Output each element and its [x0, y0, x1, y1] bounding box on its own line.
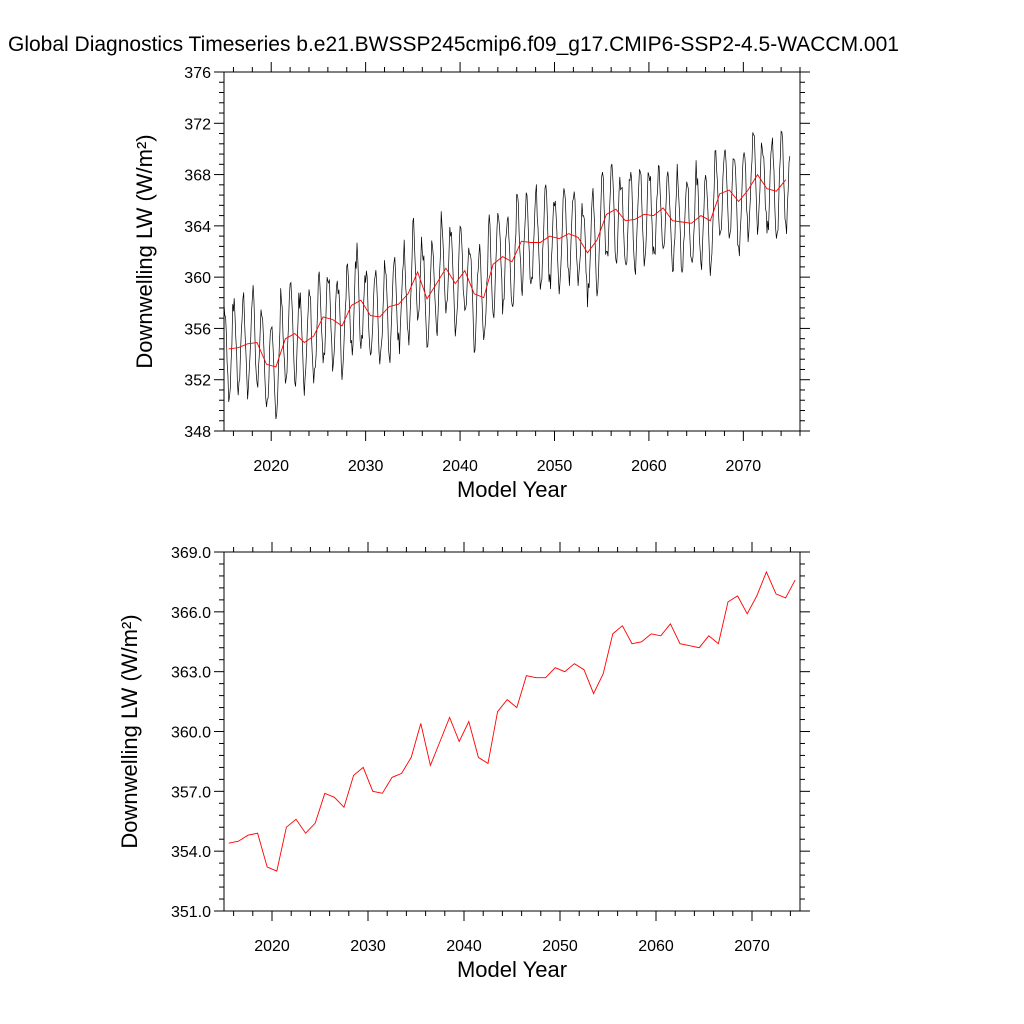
y-tick-label: 354.0 — [171, 844, 211, 861]
x-tick-label: 2040 — [446, 938, 482, 955]
y-tick-label: 360.0 — [171, 725, 211, 742]
x-tick-label: 2020 — [253, 458, 289, 475]
x-tick-label: 2030 — [350, 938, 386, 955]
y-tick-label: 368 — [184, 168, 211, 185]
page-title: Global Diagnostics Timeseries b.e21.BWSS… — [8, 33, 899, 56]
y-tick-label: 376 — [184, 65, 211, 82]
bottom-panel: 2020 2030 2040 2050 2060 2070 351.0 354.0 357.0 3… — [117, 542, 810, 982]
y-axis-title: Downwelling LW (W/m²) — [132, 134, 157, 368]
plot-frame — [223, 71, 801, 432]
y-tick-label: 363.0 — [171, 665, 211, 682]
x-tick-label: 2060 — [631, 458, 667, 475]
y-tick-label: 348 — [184, 424, 211, 441]
annual-mean-series-line — [228, 570, 796, 872]
x-tick-label: 2020 — [254, 938, 290, 955]
y-tick-label: 369.0 — [171, 545, 211, 562]
x-tick-label: 2070 — [726, 458, 762, 475]
y-axis-title: Downwelling LW (W/m²) — [117, 614, 142, 848]
x-tick-label: 2070 — [734, 938, 770, 955]
y-tick-label: 351.0 — [171, 904, 211, 921]
x-tick-label: 2060 — [638, 938, 674, 955]
y-tick-label: 364 — [184, 219, 211, 236]
y-tick-label: 352 — [184, 373, 211, 390]
top-panel: 2020 2030 2040 2050 2060 2070 348 352 356 360 364 3… — [132, 62, 810, 502]
x-tick-label: 2050 — [542, 938, 578, 955]
annual-mean-series-line — [228, 173, 787, 368]
plot-frame — [223, 551, 801, 912]
x-axis-title: Model Year — [457, 477, 567, 502]
y-tick-label: 356 — [184, 321, 211, 338]
monthly-series-line — [224, 130, 791, 420]
y-tick-label: 360 — [184, 270, 211, 287]
x-tick-label: 2030 — [348, 458, 384, 475]
x-tick-label: 2050 — [537, 458, 573, 475]
x-tick-label: 2040 — [442, 458, 478, 475]
x-axis-title: Model Year — [457, 957, 567, 982]
y-tick-label: 366.0 — [171, 605, 211, 622]
y-tick-label: 372 — [184, 116, 211, 133]
y-tick-label: 357.0 — [171, 784, 211, 801]
